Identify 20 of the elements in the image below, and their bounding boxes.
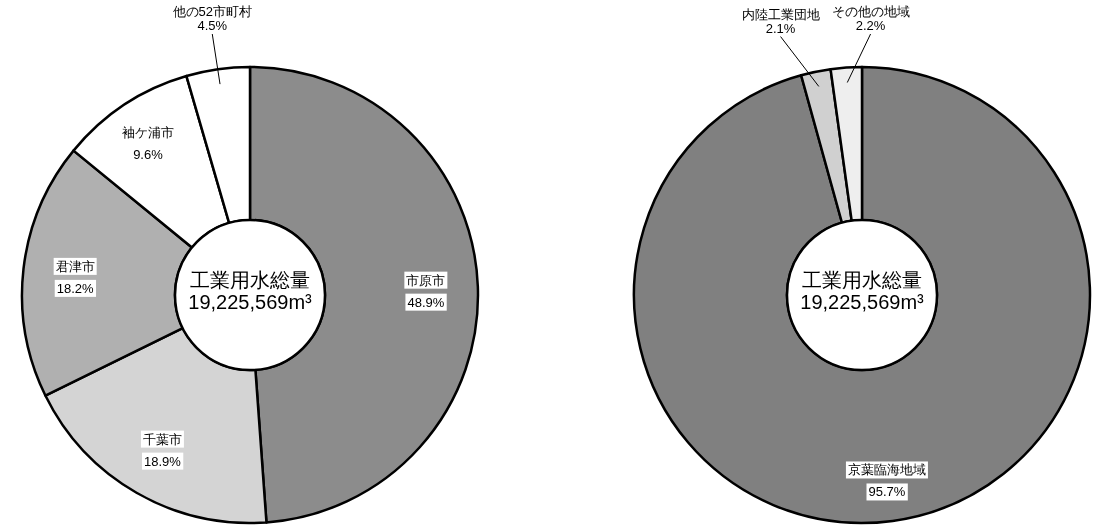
value-label: 18.9% xyxy=(143,453,181,469)
label: 他の52市町村 xyxy=(172,4,252,19)
value-label: 18.2% xyxy=(56,280,94,296)
value-label: 9.6% xyxy=(133,146,163,162)
label: 京葉臨海地域 xyxy=(847,462,926,478)
label: 市原市 xyxy=(406,272,446,288)
value-label: 2.2% xyxy=(855,18,886,33)
value-label: 95.7% xyxy=(868,484,906,500)
value-label: 48.9% xyxy=(407,294,445,310)
value-label: 4.5% xyxy=(197,18,228,33)
annotation: 19,225,569m³ xyxy=(188,291,312,313)
annotation: 19,225,569m³ xyxy=(800,291,924,313)
annotation: 工業用水総量 xyxy=(802,269,922,291)
label: 内陸工業団地 xyxy=(741,6,820,22)
label: 君津市 xyxy=(55,258,95,274)
label: 千葉市 xyxy=(142,431,182,447)
annotation: 工業用水総量 xyxy=(190,269,310,291)
value-label: 2.1% xyxy=(765,20,796,36)
label: その他の地域 xyxy=(831,4,910,19)
label: 袖ケ浦市 xyxy=(121,124,174,140)
